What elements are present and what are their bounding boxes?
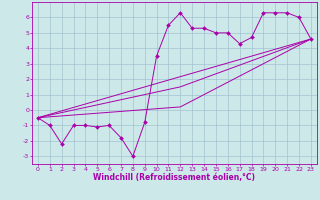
X-axis label: Windchill (Refroidissement éolien,°C): Windchill (Refroidissement éolien,°C)	[93, 173, 255, 182]
